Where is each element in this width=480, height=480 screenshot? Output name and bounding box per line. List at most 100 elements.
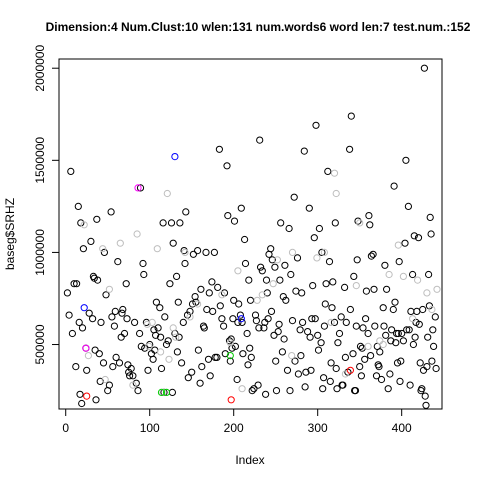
data-point [270,331,278,339]
data-point [82,344,90,352]
data-point [122,280,130,288]
data-point [356,363,364,371]
y-axis-label: baseg$SRHZ [3,198,17,270]
data-point [210,248,218,256]
data-point [272,357,280,365]
data-point [409,315,417,323]
data-point [216,302,224,310]
data-point [79,245,88,253]
data-point [229,315,237,323]
data-point [307,366,315,374]
data-point [149,355,157,363]
data-point [110,322,119,330]
data-point [292,287,300,295]
data-point [301,383,309,391]
data-point [194,247,202,255]
data-point [329,278,337,286]
data-point [253,296,261,304]
data-point [397,357,405,365]
data-point [423,289,431,297]
data-point [337,313,345,321]
data-point [145,342,153,350]
y-axis: 500000 1000000 1500000 2000000 [33,45,60,365]
data-point [238,385,246,393]
data-point [204,355,213,363]
data-point [105,381,114,389]
data-point [120,329,129,338]
data-point [319,385,327,393]
data-point [85,309,93,317]
data-point [352,322,360,330]
data-point [383,285,391,293]
data-point [431,313,439,321]
data-point [169,239,177,247]
x-tick-label: 200 [224,421,244,435]
data-point [77,219,85,227]
data-point [226,352,234,360]
data-point [67,167,75,175]
data-point [332,189,340,198]
data-point [198,363,206,371]
data-point [189,250,197,258]
data-point [398,329,406,338]
data-point [279,293,287,301]
data-point [381,261,389,269]
data-point [414,234,423,242]
data-point [268,256,276,264]
data-point [78,324,87,332]
data-point [246,344,254,352]
data-point [410,232,418,240]
data-point [372,372,381,380]
data-point [107,208,115,216]
data-point [168,388,176,396]
data-point [395,258,403,266]
data-point [409,270,417,279]
data-point [404,202,412,210]
data-point [420,64,428,72]
data-point [317,339,325,347]
data-point [188,300,197,308]
data-point [182,208,190,216]
y-tick-label: 1000000 [33,229,47,276]
data-point [413,307,421,315]
data-point [315,224,323,233]
data-point [218,291,226,299]
data-point [157,388,166,396]
data-point [276,276,284,284]
data-point [277,219,285,227]
data-point [281,261,289,269]
data-point [365,212,373,220]
data-point [119,305,127,314]
data-point [396,377,404,385]
data-point [134,387,142,395]
data-point [339,381,347,389]
data-point [137,342,145,350]
data-point [239,350,247,358]
data-point [87,237,95,245]
data-point [332,364,340,373]
data-point [97,318,105,326]
data-point [427,230,435,238]
data-point [418,385,426,393]
data-point [136,184,145,192]
data-point [416,359,424,367]
data-point [258,291,266,299]
data-point [172,333,180,341]
data-point [133,230,141,238]
data-point [140,270,148,279]
data-point [231,342,239,350]
data-point [421,392,429,400]
data-point [129,372,137,380]
data-point [197,285,205,293]
data-point [230,296,238,304]
data-point [287,270,295,279]
data-point [244,361,252,369]
data-point [73,280,81,288]
data-point [162,340,171,349]
data-point [432,364,440,373]
data-point [143,320,151,328]
data-point [386,370,394,378]
data-point [333,385,341,393]
data-point [196,379,204,387]
data-point [353,256,361,264]
